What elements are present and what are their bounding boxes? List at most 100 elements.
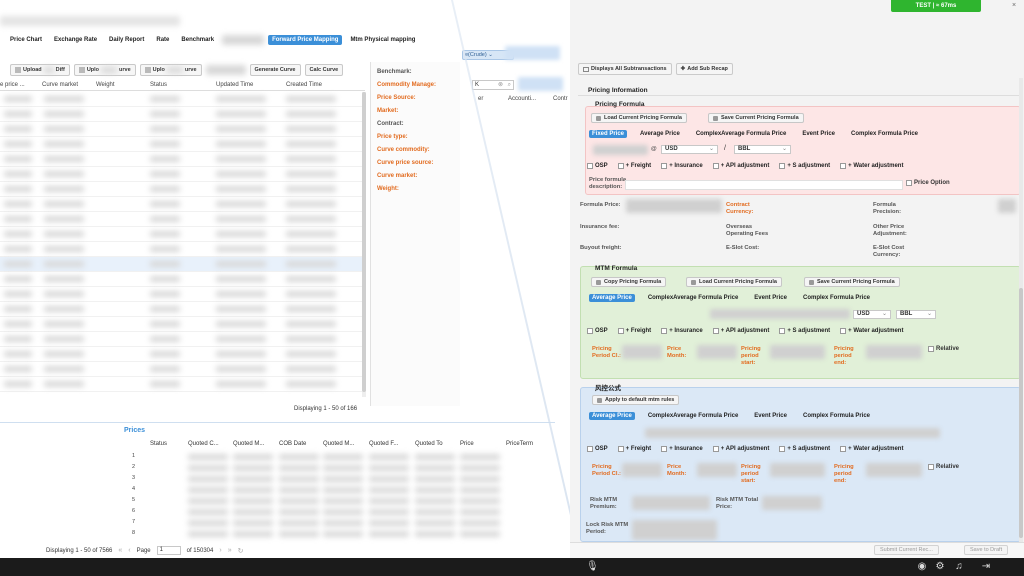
nav-daily-report[interactable]: Daily Report bbox=[109, 37, 145, 43]
mtm-insurance-checkbox[interactable]: + Insurance bbox=[661, 328, 703, 334]
search-icon[interactable]: ⌕ bbox=[507, 82, 511, 88]
table-row[interactable]: 8 bbox=[120, 529, 560, 539]
table-row[interactable] bbox=[0, 227, 362, 242]
nav-exchange-rate[interactable]: Exchange Rate bbox=[54, 37, 98, 43]
nav-blurred-item[interactable] bbox=[222, 35, 265, 45]
user-icon[interactable]: ◉ bbox=[917, 561, 927, 572]
apply-default-mtm-rules-button[interactable]: Apply to default mtm rules bbox=[592, 395, 680, 405]
add-sub-recap-button[interactable]: ✚ Add Sub Recap bbox=[675, 63, 733, 75]
mtm-price-month-value[interactable] bbox=[697, 345, 737, 359]
price-formula-description-input[interactable] bbox=[625, 180, 903, 190]
mtm-currency-select[interactable]: USD ⌄ bbox=[853, 310, 891, 319]
col-updated-time[interactable]: Updated Time bbox=[216, 82, 254, 88]
risk-mtm-premium-value[interactable] bbox=[632, 496, 710, 510]
currency-select[interactable]: USD ⌄ bbox=[661, 145, 718, 154]
risk-tab-event-price[interactable]: Event Price bbox=[754, 413, 787, 419]
first-page-button[interactable]: « bbox=[118, 547, 123, 554]
table-row-selected[interactable] bbox=[0, 257, 362, 272]
col-cob-date[interactable]: COB Date bbox=[279, 441, 307, 447]
mtm-load-pricing-formula-button[interactable]: Load Current Pricing Formula bbox=[686, 277, 782, 287]
mtm-freight-checkbox[interactable]: + Freight bbox=[617, 328, 651, 334]
col-accounting[interactable]: Accounti... bbox=[508, 96, 537, 102]
tab-complexaverage-formula-price[interactable]: ComplexAverage Formula Price bbox=[695, 131, 787, 137]
table-row[interactable]: 2 bbox=[120, 463, 560, 473]
table-row[interactable] bbox=[0, 287, 362, 302]
mic-icon[interactable]: 🎙 bbox=[586, 561, 599, 572]
save-to-draft-button[interactable]: Save to Draft bbox=[964, 545, 1009, 555]
tab-complex-formula-price[interactable]: Complex Formula Price bbox=[851, 131, 919, 137]
mtm-tab-complex-formula-price[interactable]: Complex Formula Price bbox=[802, 295, 871, 301]
scrollbar-thumb[interactable] bbox=[362, 92, 366, 392]
col-weight[interactable]: Weight bbox=[96, 82, 115, 88]
mtm-relative-checkbox[interactable]: Relative bbox=[928, 346, 959, 352]
scrollbar-thumb[interactable] bbox=[1019, 288, 1023, 538]
table-row[interactable]: 7 bbox=[120, 518, 560, 528]
col-price[interactable]: e price ... bbox=[0, 82, 25, 88]
risk-pricing-period-end-value[interactable] bbox=[866, 463, 922, 477]
save-pricing-formula-button[interactable]: Save Current Pricing Formula bbox=[708, 113, 804, 123]
mtm-water-adjustment-checkbox[interactable]: + Water adjustment bbox=[840, 328, 903, 334]
table-row[interactable] bbox=[0, 377, 362, 392]
table-row[interactable]: 4 bbox=[120, 485, 560, 495]
table-row[interactable] bbox=[0, 362, 362, 377]
freight-checkbox[interactable]: + Freight bbox=[617, 163, 651, 169]
risk-freight-checkbox[interactable]: + Freight bbox=[617, 446, 651, 452]
mtm-pricing-period-cl-value[interactable] bbox=[622, 345, 662, 359]
table-row[interactable] bbox=[0, 302, 362, 317]
table-row[interactable] bbox=[0, 152, 362, 167]
table-row[interactable] bbox=[0, 242, 362, 257]
last-page-button[interactable]: » bbox=[227, 547, 232, 554]
col-er[interactable]: er bbox=[478, 96, 484, 102]
gear-icon[interactable]: ⚙ bbox=[935, 561, 945, 572]
table-row[interactable]: 6 bbox=[120, 507, 560, 517]
price-input-blurred[interactable] bbox=[593, 145, 648, 155]
risk-api-adjustment-checkbox[interactable]: + API adjustment bbox=[712, 446, 769, 452]
price-option-checkbox[interactable]: Price Option bbox=[906, 180, 950, 186]
col-quoted-to[interactable]: Quoted To bbox=[415, 441, 443, 447]
bell-icon[interactable]: ♫ bbox=[955, 561, 963, 572]
col-status[interactable]: Status bbox=[150, 82, 168, 88]
clear-icon[interactable]: ⊗ bbox=[497, 82, 503, 88]
close-icon[interactable]: × bbox=[1012, 2, 1017, 9]
mtm-s-adjustment-checkbox[interactable]: + S adjustment bbox=[779, 328, 830, 334]
api-adjustment-checkbox[interactable]: + API adjustment bbox=[712, 163, 769, 169]
col-price[interactable]: Price bbox=[460, 441, 474, 447]
mtm-tab-event-price[interactable]: Event Price bbox=[754, 295, 787, 301]
generate-curve-button[interactable]: Generate Curve bbox=[249, 64, 301, 76]
page-input[interactable]: 1 bbox=[156, 546, 181, 555]
copy-pricing-formula-button[interactable]: Copy Pricing Formula bbox=[591, 277, 667, 287]
table-row[interactable] bbox=[0, 107, 362, 122]
osp-checkbox[interactable]: OSP bbox=[587, 163, 608, 169]
nav-forward-price-mapping[interactable]: Forward Price Mapping bbox=[268, 35, 343, 45]
risk-tab-complexaverage-formula-price[interactable]: ComplexAverage Formula Price bbox=[647, 413, 739, 419]
submit-current-recap-button[interactable]: Submit Current Rec... bbox=[874, 545, 939, 555]
col-status[interactable]: Status bbox=[150, 441, 168, 447]
prev-page-button[interactable]: ‹ bbox=[128, 547, 131, 554]
tab-average-price[interactable]: Average Price bbox=[640, 131, 680, 137]
risk-s-adjustment-checkbox[interactable]: + S adjustment bbox=[779, 446, 830, 452]
mtm-pricing-period-start-value[interactable] bbox=[770, 345, 825, 359]
col-curve-market[interactable]: Curve market bbox=[42, 82, 79, 88]
display-all-subtransactions-button[interactable]: Displays All Subtransactions bbox=[578, 63, 672, 75]
table-row[interactable] bbox=[0, 272, 362, 287]
table-row[interactable] bbox=[0, 332, 362, 347]
table-row[interactable] bbox=[0, 197, 362, 212]
risk-osp-checkbox[interactable]: OSP bbox=[587, 446, 608, 452]
risk-tab-complex-formula-price[interactable]: Complex Formula Price bbox=[802, 413, 871, 419]
table-row[interactable] bbox=[0, 347, 362, 362]
tab-fixed-price[interactable]: Fixed Price bbox=[589, 130, 628, 138]
col-contr[interactable]: Contr bbox=[553, 96, 568, 102]
mtm-tab-average-price[interactable]: Average Price bbox=[589, 294, 635, 302]
col-quoted-c[interactable]: Quoted C... bbox=[188, 441, 219, 447]
s-adjustment-checkbox[interactable]: + S adjustment bbox=[779, 163, 830, 169]
table-row[interactable] bbox=[0, 92, 362, 107]
mtm-unit-select[interactable]: BBL ⌄ bbox=[896, 310, 936, 319]
risk-water-adjustment-checkbox[interactable]: + Water adjustment bbox=[840, 446, 903, 452]
upload-curve-button-2[interactable]: Uplo urve bbox=[139, 64, 202, 76]
col-created-time[interactable]: Created Time bbox=[286, 82, 323, 88]
table-row[interactable] bbox=[0, 122, 362, 137]
nav-rate[interactable]: Rate bbox=[156, 37, 170, 43]
table-row[interactable] bbox=[0, 317, 362, 332]
table-row[interactable]: 5 bbox=[120, 496, 560, 506]
table-row[interactable] bbox=[0, 137, 362, 152]
